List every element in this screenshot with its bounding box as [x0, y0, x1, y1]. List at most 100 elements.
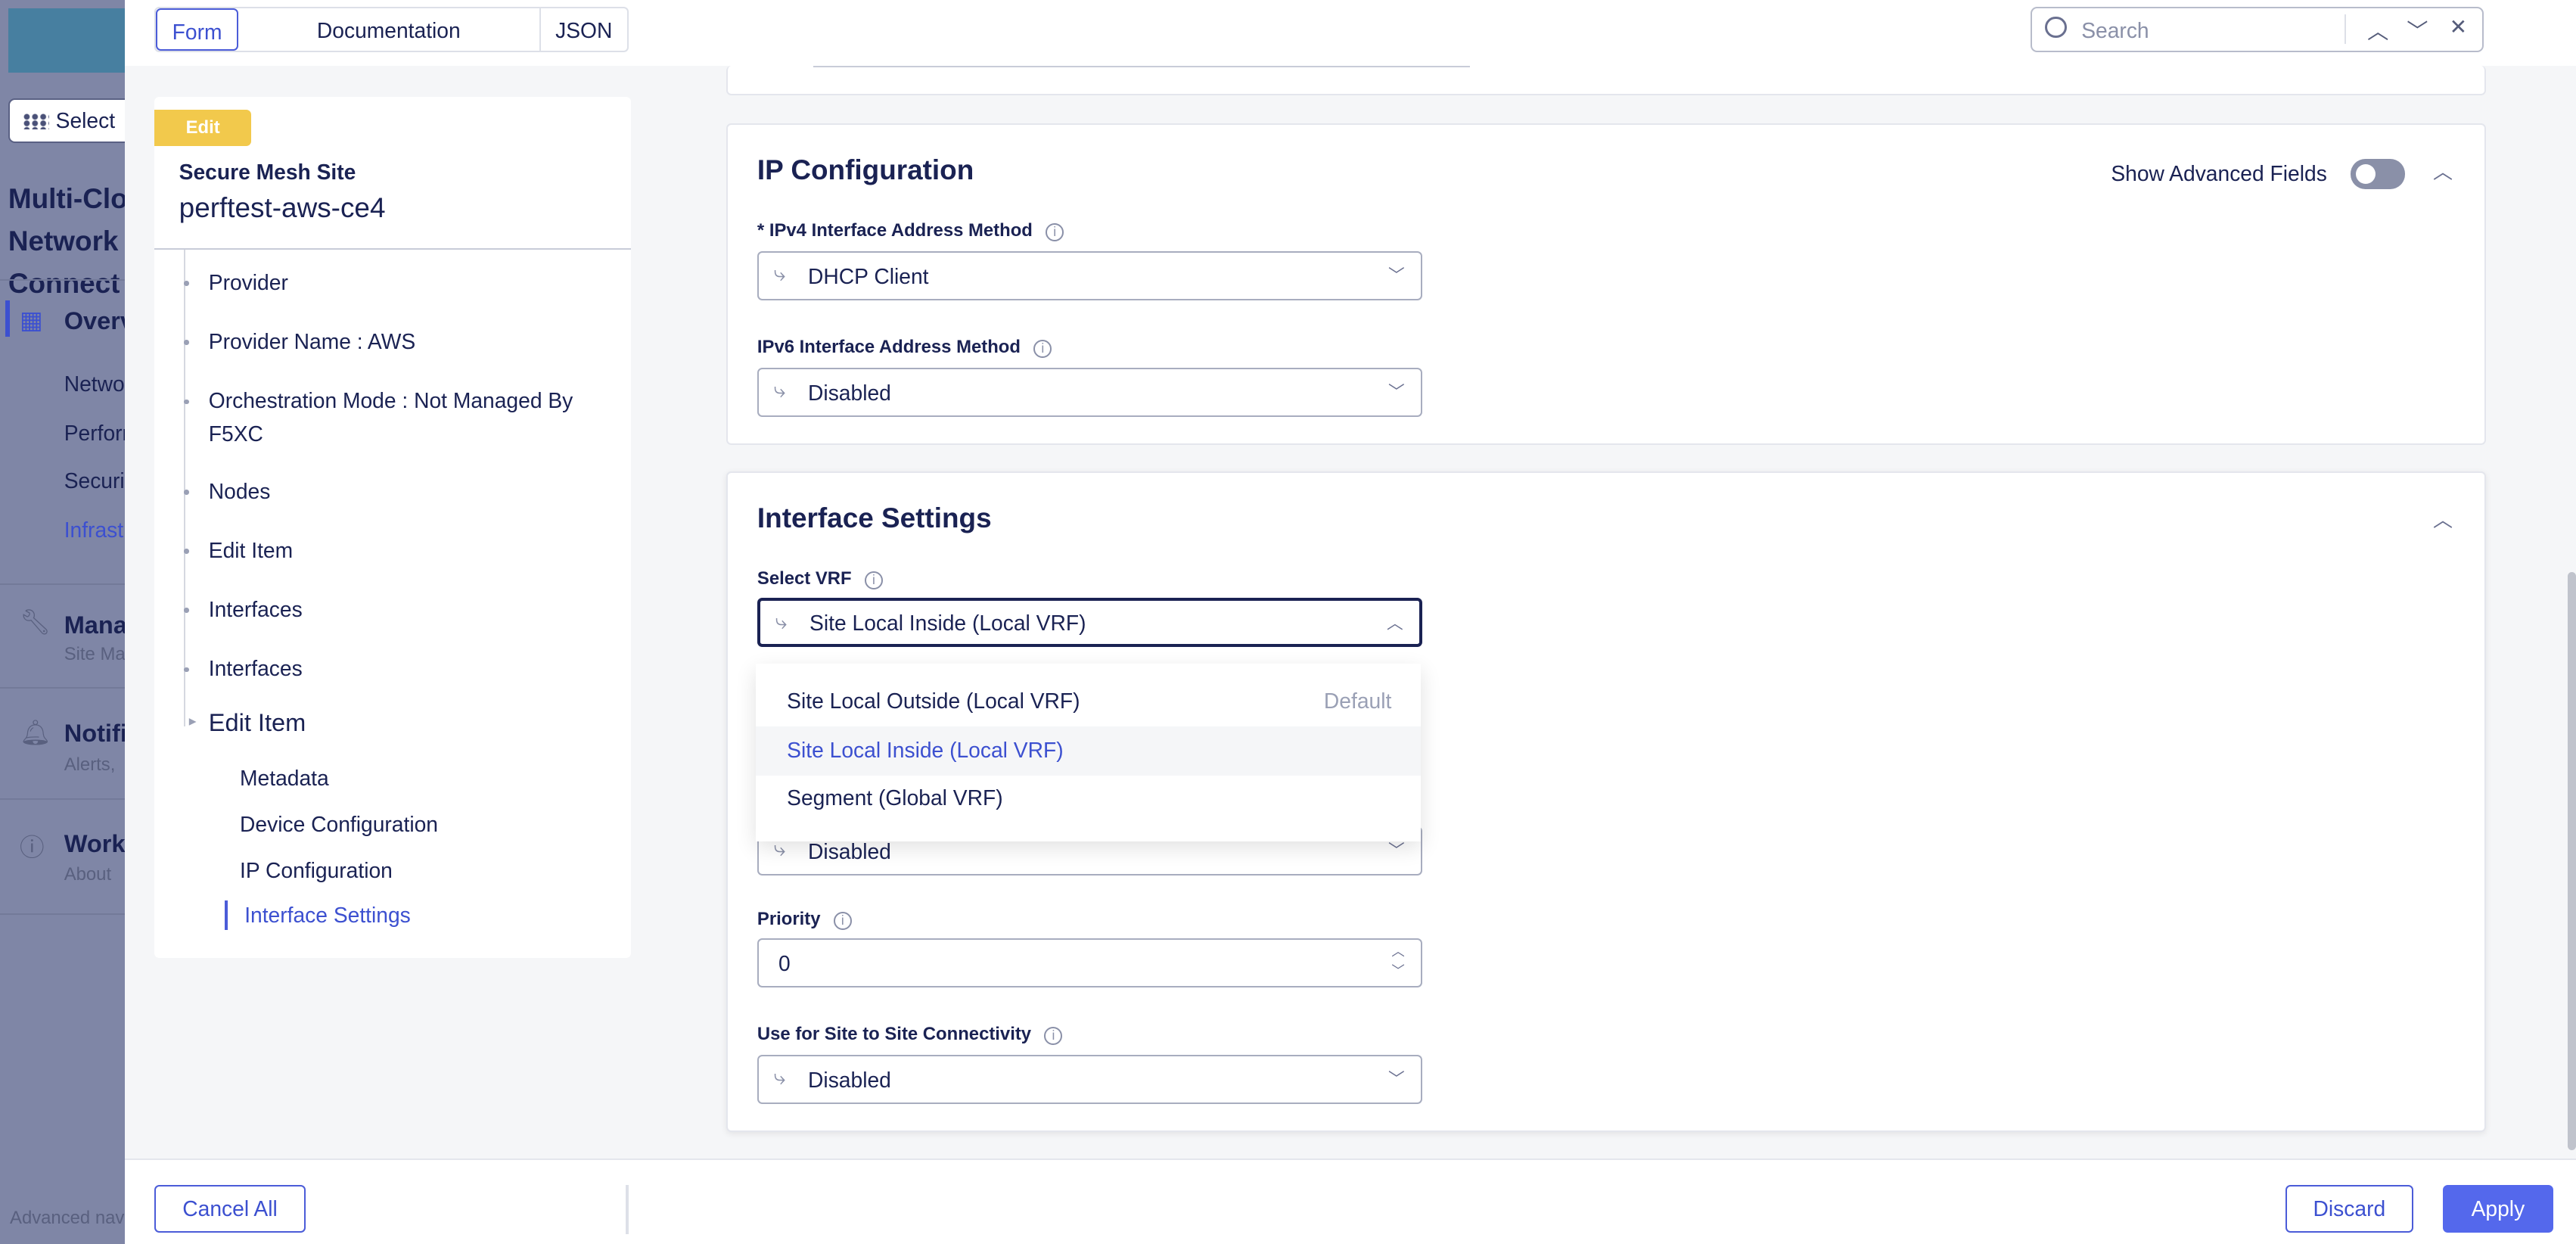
search-placeholder: Search — [2081, 17, 2149, 42]
route-icon: ⤷ — [773, 1064, 786, 1089]
advanced-nav: Advanced nav — [10, 1208, 125, 1229]
nav-infrastructure: Infrastructure — [64, 518, 125, 543]
divider — [0, 913, 126, 916]
divider — [813, 66, 1471, 68]
option-label: Site Local Outside (Local VRF) — [787, 688, 1080, 713]
info-icon: ⓘ — [20, 834, 45, 862]
nav-security: Security — [64, 468, 125, 493]
tree-item-interfaces[interactable]: Interfaces — [184, 652, 611, 685]
apply-button[interactable]: Apply — [2443, 1184, 2553, 1233]
select-value: Disabled — [808, 1068, 891, 1093]
tree-item-provider[interactable]: Provider — [184, 266, 611, 299]
vrf-option[interactable]: Site Local Outside (Local VRF) Default — [756, 677, 1421, 726]
vrf-option-selected[interactable]: Site Local Inside (Local VRF) — [755, 726, 1422, 776]
search-icon — [2045, 16, 2067, 38]
section-title: Interface Settings — [757, 502, 992, 534]
select-label: Select — [55, 108, 116, 133]
tab-json[interactable]: JSON — [555, 17, 613, 42]
chevron-up-icon: ︿ — [1386, 614, 1403, 633]
info-icon: i — [833, 911, 852, 930]
tree-item-nodes[interactable]: Nodes — [184, 475, 611, 508]
nav-manage: Manage — [64, 611, 125, 639]
info-icon: i — [865, 571, 883, 590]
route-icon: ⤷ — [773, 260, 786, 285]
tree-item-edit-item-current[interactable]: Edit Item — [189, 705, 611, 739]
chevron-down-icon: ﹀ — [1387, 1068, 1405, 1088]
tree-item-orchestration-mode[interactable]: Orchestration Mode : Not Managed By F5XC — [184, 384, 611, 450]
edit-panel: Form Documentation JSON Search ︿ ﹀ ✕ Edi… — [125, 0, 2576, 1244]
view-tabs: Form Documentation JSON — [154, 6, 629, 53]
tree-item-provider-name[interactable]: Provider Name : AWS — [184, 325, 611, 358]
nav-notifications-sub: Alerts, — [64, 754, 116, 775]
default-tag: Default — [1323, 688, 1392, 713]
vrf-option[interactable]: Segment (Global VRF) — [756, 774, 1421, 823]
background-header — [8, 8, 126, 73]
divider — [0, 798, 126, 801]
collapse-icon[interactable]: ︿ — [2432, 508, 2453, 532]
priority-input[interactable]: 0 ︿ ﹀ — [757, 938, 1423, 987]
footer-bar: Cancel All Discard Apply — [125, 1158, 2576, 1244]
scrollbar[interactable] — [2568, 571, 2576, 1151]
edit-badge: Edit — [154, 110, 252, 147]
field-label: * IPv4 Interface Address Method i — [757, 220, 1064, 241]
search-close-icon[interactable]: ✕ — [2449, 14, 2468, 39]
sub-item-ip-configuration[interactable]: IP Configuration — [240, 857, 393, 882]
stepper-icon[interactable]: ︿ ﹀ — [1391, 943, 1405, 979]
sub-item-metadata[interactable]: Metadata — [240, 765, 329, 790]
sub-item-interface-settings[interactable]: Interface Settings — [225, 900, 411, 931]
divider — [0, 686, 126, 689]
site-to-site-select[interactable]: ⤷ Disabled ﹀ — [757, 1054, 1423, 1105]
sub-item-device-configuration[interactable]: Device Configuration — [240, 811, 438, 836]
search-next-icon[interactable]: ﹀ — [2407, 19, 2428, 44]
divider — [2344, 14, 2346, 45]
divider — [154, 247, 631, 250]
field-label: Priority i — [757, 909, 852, 930]
section-title: IP Configuration — [757, 154, 974, 185]
select-value: Disabled — [808, 839, 891, 864]
ipv4-label: * IPv4 Interface Address Method — [757, 219, 1033, 241]
wrench-icon: 🔧︎ — [20, 608, 51, 636]
ipv6-label: IPv6 Interface Address Method — [757, 336, 1021, 357]
vrf-dropdown-menu: Site Local Outside (Local VRF) Default Si… — [755, 664, 1422, 841]
collapse-icon[interactable]: ︿ — [2432, 160, 2453, 184]
field-label: Select VRF i — [757, 568, 883, 590]
background-nav: Select Multi-Cloud Network Connect ▦ Ove… — [0, 0, 126, 1244]
grid-icon — [23, 113, 49, 130]
info-icon: i — [1044, 1026, 1063, 1045]
s2s-label: Use for Site to Site Connectivity — [757, 1023, 1032, 1044]
ipv6-method-select[interactable]: ⤷ Disabled ﹀ — [757, 368, 1423, 418]
search-prev-icon[interactable]: ︿ — [2367, 19, 2389, 44]
tree-item-edit-item[interactable]: Edit Item — [184, 534, 611, 567]
nav-overview: Overview — [64, 307, 125, 335]
advanced-fields-label: Show Advanced Fields — [2111, 160, 2327, 185]
option-label: Site Local Inside (Local VRF) — [787, 738, 1064, 763]
cancel-all-button[interactable]: Cancel All — [154, 1184, 306, 1233]
vrf-select[interactable]: ⤷ Site Local Inside (Local VRF) ︿ — [757, 598, 1423, 648]
field-label: IPv6 Interface Address Method i — [757, 337, 1052, 358]
tab-form[interactable]: Form — [156, 8, 239, 51]
advanced-fields-toggle[interactable] — [2351, 159, 2406, 189]
option-label: Segment (Global VRF) — [787, 785, 1003, 810]
route-icon: ⤷ — [773, 378, 786, 403]
ipv4-method-select[interactable]: ⤷ DHCP Client ﹀ — [757, 251, 1423, 301]
tree-line — [184, 250, 187, 726]
priority-label: Priority — [757, 908, 821, 929]
divider — [0, 583, 126, 585]
select-value: Site Local Inside (Local VRF) — [809, 611, 1086, 636]
nav-title: Multi-Cloud Network Connect — [8, 182, 125, 300]
ip-configuration-card: IP Configuration Show Advanced Fields ︿ … — [726, 123, 2486, 446]
tree-item-interfaces[interactable]: Interfaces — [184, 593, 611, 626]
discard-button[interactable]: Discard — [2285, 1184, 2414, 1233]
nav-networking: Networking — [64, 371, 125, 396]
info-icon: i — [1033, 339, 1052, 358]
priority-value: 0 — [778, 950, 791, 975]
object-type: Secure Mesh Site — [179, 159, 356, 184]
select-value: Disabled — [808, 381, 891, 406]
divider — [0, 279, 126, 281]
workspace-select: Select — [8, 98, 126, 143]
nav-workspaces-sub: About — [64, 864, 112, 885]
select-value: DHCP Client — [808, 264, 929, 289]
bell-icon: 🔔︎ — [20, 718, 51, 746]
tab-documentation[interactable]: Documentation — [238, 8, 541, 51]
search-input[interactable]: Search ︿ ﹀ ✕ — [2031, 6, 2484, 53]
